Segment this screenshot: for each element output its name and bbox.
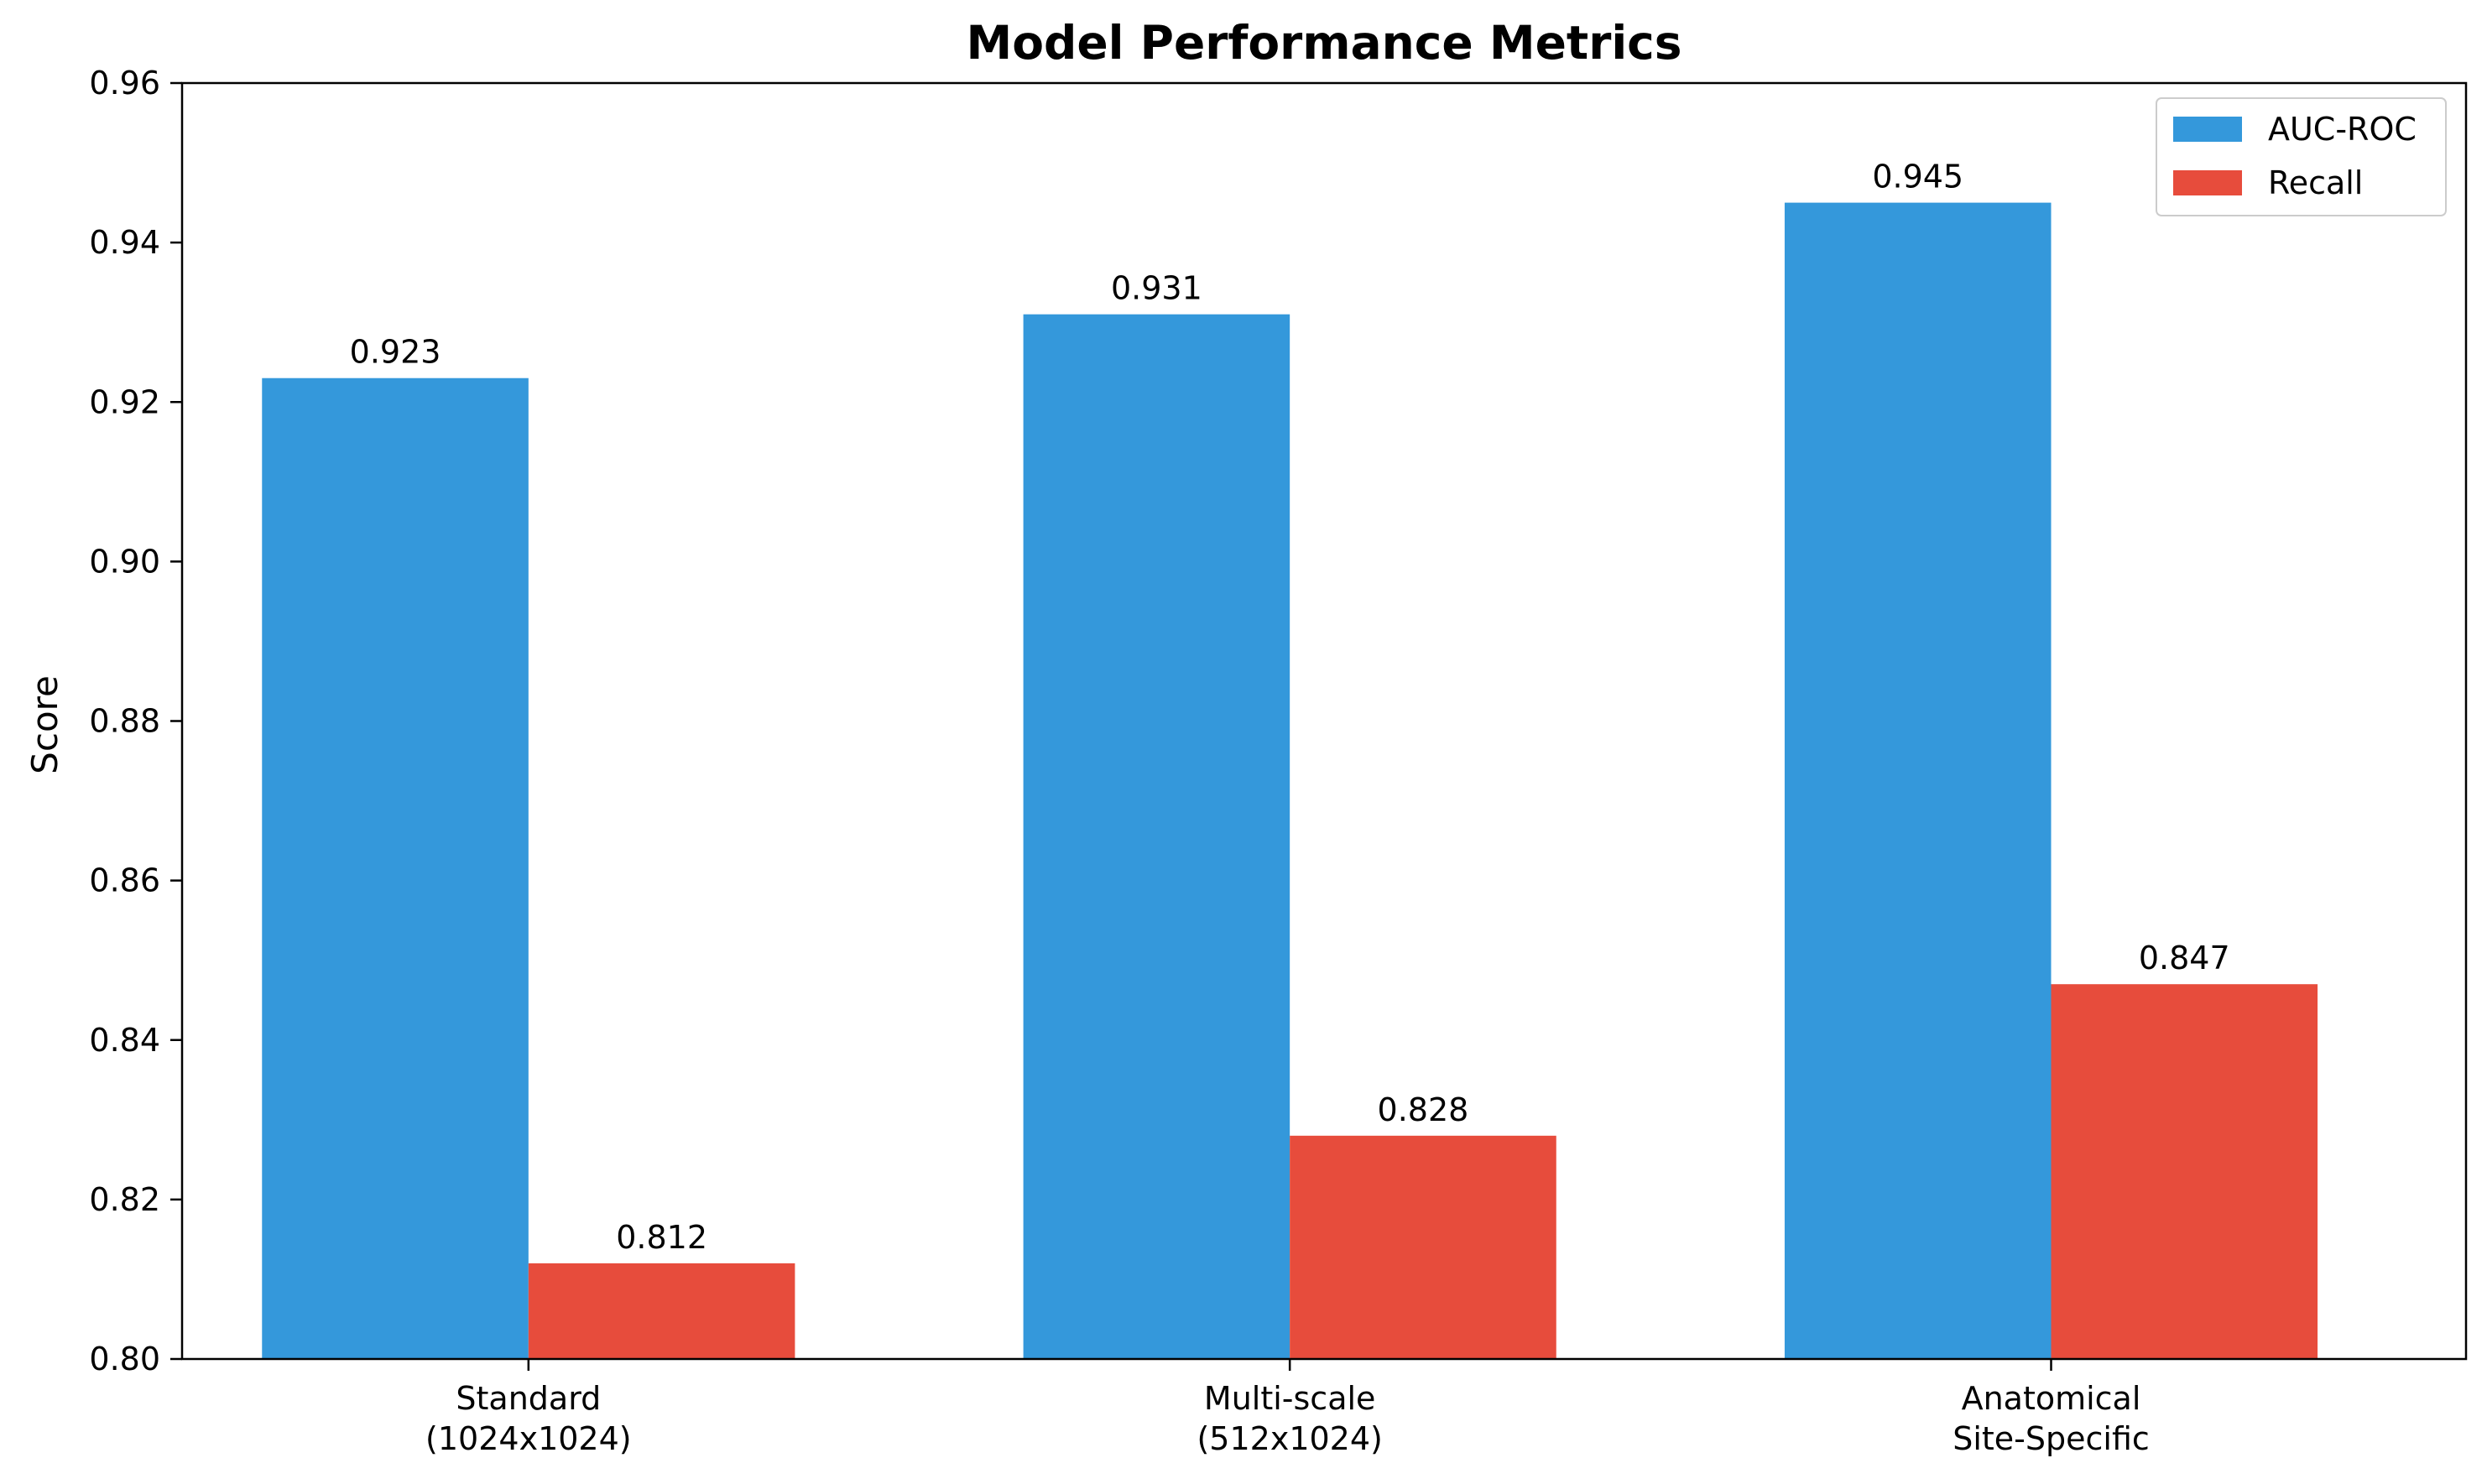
legend: AUC-ROC Recall xyxy=(2156,97,2447,216)
x-tick-label: Site-Specific xyxy=(1953,1420,2150,1457)
data-label: 0.847 xyxy=(2139,940,2230,976)
y-tick-label: 0.90 xyxy=(89,543,160,580)
data-label: 0.812 xyxy=(616,1219,707,1256)
x-axis: Standard(1024x1024) Multi-scale(512x1024)… xyxy=(425,1359,2150,1457)
x-tick-label: (1024x1024) xyxy=(425,1420,632,1457)
y-tick-label: 0.86 xyxy=(89,862,160,899)
bars-group: 0.923 0.812 0.931 0.828 0.945 0.847 xyxy=(262,159,2318,1360)
y-tick-label: 0.82 xyxy=(89,1181,160,1218)
y-tick-label: 0.88 xyxy=(89,703,160,740)
y-tick-label: 0.84 xyxy=(89,1022,160,1059)
y-axis: 0.80 0.82 0.84 0.86 0.88 0.90 0.92 0.94 0.96 xyxy=(89,65,182,1377)
x-tick-label: Standard xyxy=(456,1380,601,1417)
y-tick-label: 0.92 xyxy=(89,383,160,420)
data-label: 0.828 xyxy=(1378,1091,1469,1128)
data-label: 0.923 xyxy=(350,334,441,371)
chart-title: Model Performance Metrics xyxy=(966,16,1681,70)
legend-label: AUC-ROC xyxy=(2268,111,2417,148)
x-tick-label: (512x1024) xyxy=(1197,1420,1382,1457)
bar-recall xyxy=(1290,1135,1556,1359)
bar-auc-roc xyxy=(1023,314,1290,1359)
y-axis-title: Score xyxy=(24,675,65,774)
x-tick-label: Multi-scale xyxy=(1204,1380,1376,1417)
bar-auc-roc xyxy=(1784,202,2052,1359)
legend-swatch-recall xyxy=(2173,170,2242,195)
y-tick-label: 0.96 xyxy=(89,65,160,102)
bar-auc-roc xyxy=(262,378,529,1360)
x-tick-label: Anatomical xyxy=(1962,1380,2141,1417)
data-label: 0.945 xyxy=(1872,159,1963,195)
data-label: 0.931 xyxy=(1111,270,1202,307)
legend-swatch-auc-roc xyxy=(2173,117,2242,142)
y-tick-label: 0.80 xyxy=(89,1341,160,1377)
y-tick-label: 0.94 xyxy=(89,224,160,261)
bar-recall xyxy=(528,1263,795,1359)
bar-recall xyxy=(2051,984,2318,1359)
plot-frame xyxy=(180,81,2468,1361)
legend-label: Recall xyxy=(2268,164,2363,201)
